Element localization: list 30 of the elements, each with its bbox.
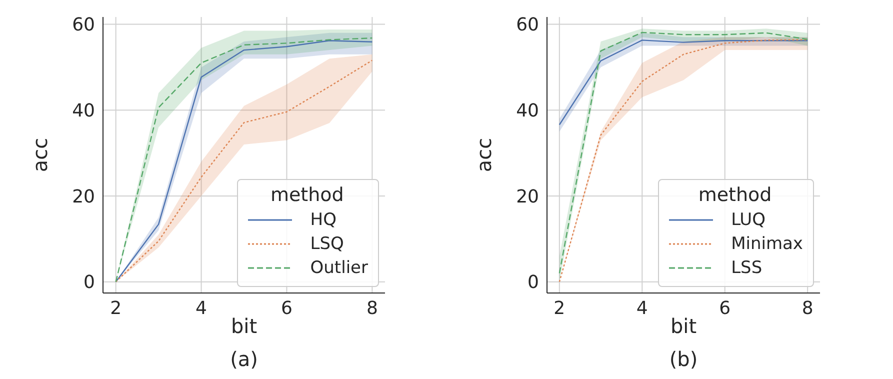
legend-label: Minimax bbox=[731, 234, 803, 254]
x-tick-label: 2 bbox=[110, 298, 122, 319]
legend-label: Outlier bbox=[310, 258, 368, 278]
y-tick-label: 60 bbox=[516, 14, 539, 36]
x-axis-title: bit bbox=[670, 314, 697, 338]
legend-title: method bbox=[269, 184, 345, 206]
y-tick-label: 40 bbox=[516, 100, 539, 122]
y-tick-label: 0 bbox=[84, 272, 95, 294]
text: (a) bbox=[229, 347, 259, 371]
x-tick-label: 8 bbox=[802, 298, 814, 319]
legend-label: LSS bbox=[731, 258, 762, 278]
x-axis-title: bit bbox=[230, 314, 258, 338]
legend-label: LUQ bbox=[731, 210, 766, 230]
x-tick-label: 6 bbox=[281, 298, 292, 319]
legend-label: LSQ bbox=[310, 234, 344, 254]
legend-label: HQ bbox=[310, 210, 336, 230]
x-tick-label: 4 bbox=[196, 298, 207, 319]
text: (b) bbox=[668, 347, 699, 371]
x-tick-label: 2 bbox=[554, 298, 566, 319]
y-tick-label: 60 bbox=[72, 14, 95, 36]
y-tick-label: 40 bbox=[72, 100, 95, 122]
y-tick-label: 20 bbox=[516, 186, 539, 208]
y-axis-title: acc bbox=[472, 138, 496, 172]
x-tick-label: 8 bbox=[366, 298, 378, 319]
y-tick-label: 20 bbox=[72, 186, 95, 208]
x-tick-label: 4 bbox=[636, 298, 648, 319]
legend-title: method bbox=[697, 184, 773, 206]
y-axis-title: acc bbox=[28, 138, 52, 172]
x-tick-label: 6 bbox=[719, 298, 731, 319]
y-tick-label: 0 bbox=[528, 272, 539, 294]
